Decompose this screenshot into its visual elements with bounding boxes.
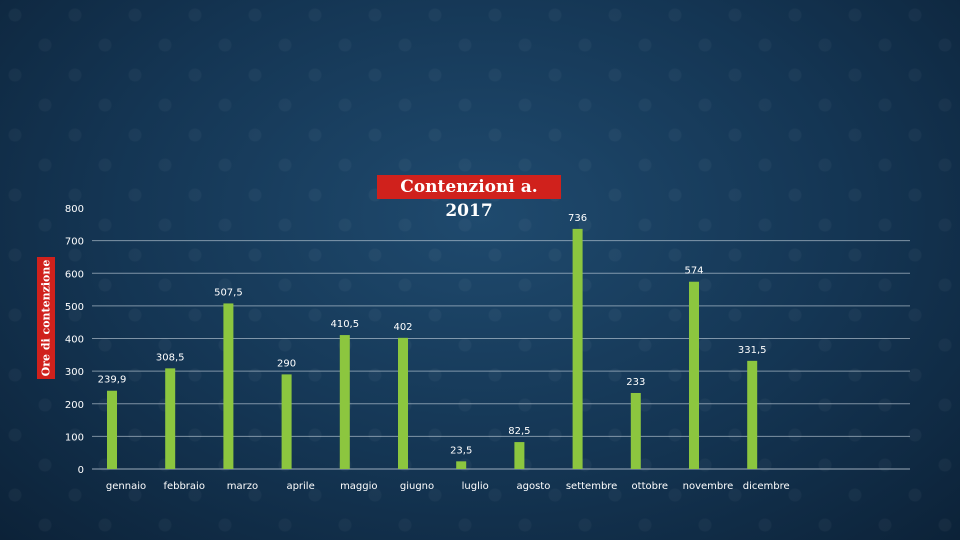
bar [165,368,176,469]
bar [339,335,350,469]
y-axis-label-background [37,257,55,379]
x-tick-label: luglio [462,481,489,492]
bar [689,281,699,469]
y-axis-label: Ore di contenzione [39,259,53,377]
y-tick-label: 200 [65,400,84,411]
x-tick-label: agosto [516,481,550,492]
data-label: 410,5 [330,319,359,330]
bar [281,374,292,469]
data-label: 574 [684,266,703,277]
y-tick-label: 0 [78,465,84,476]
x-tick-label: febbraio [163,481,205,492]
y-tick-label: 600 [65,269,84,280]
data-label: 82,5 [508,426,530,437]
data-label: 507,5 [214,287,243,298]
x-tick-label: maggio [340,481,377,492]
x-tick-label: settembre [566,481,618,492]
bar [107,390,117,469]
chart-title: Contenzioni a. 2017 [400,177,538,221]
x-tick-label: dicembre [743,481,790,492]
x-tick-label: marzo [227,481,258,492]
data-label: 23,5 [450,445,472,456]
chart-title-background [377,175,561,199]
bar [223,303,234,469]
x-tick-label: ottobre [632,481,668,492]
bar [747,360,758,469]
y-tick-label: 400 [65,335,84,346]
bar [630,392,641,469]
bar [456,461,467,469]
data-label: 331,5 [738,345,767,356]
data-label: 239,9 [98,375,127,386]
y-tick-label: 100 [65,432,84,443]
x-tick-label: giugno [400,481,434,492]
x-tick-label: aprile [286,481,314,492]
data-label: 290 [277,358,296,369]
data-label: 402 [393,322,412,333]
y-tick-label: 700 [65,237,84,248]
y-tick-label: 800 [65,204,84,215]
x-tick-label: novembre [683,481,734,492]
x-tick-label: gennaio [106,481,146,492]
data-label: 308,5 [156,352,185,363]
bar [572,228,583,469]
bar [514,442,525,469]
y-tick-label: 500 [65,302,84,313]
data-label: 233 [626,377,645,388]
bar [398,337,408,469]
y-tick-label: 300 [65,367,84,378]
data-label: 736 [568,213,587,224]
